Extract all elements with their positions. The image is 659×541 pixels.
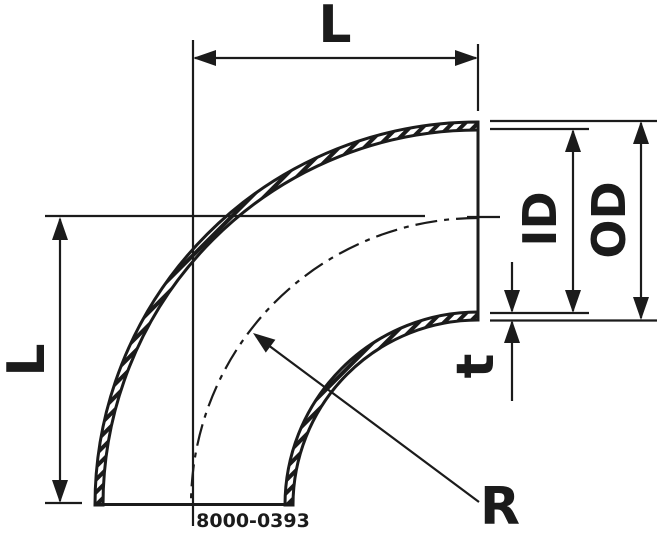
arrowhead-L-left-top	[52, 217, 68, 240]
arrowhead-ID-bottom	[565, 290, 581, 313]
arrowhead-L-top-right	[455, 50, 478, 66]
drawing-number: 8000-0393	[196, 510, 310, 532]
pipe-body	[93, 120, 480, 507]
dimension-ID	[565, 129, 581, 313]
dimension-L-horizontal	[193, 50, 478, 66]
arrowhead-t-lower	[504, 320, 520, 343]
arrowhead-L-left-bottom	[52, 480, 68, 503]
dimension-t	[504, 262, 520, 401]
dimension-L-vertical	[52, 217, 68, 503]
extension-lines	[45, 40, 657, 526]
radius-leader	[253, 333, 480, 503]
leader-line-R	[255, 335, 480, 503]
arrowhead-OD-bottom	[633, 297, 649, 320]
inner-wall-section	[283, 310, 480, 507]
arrowhead-OD-top	[633, 121, 649, 144]
arrowhead-ID-top	[565, 129, 581, 152]
dimension-OD	[633, 121, 649, 320]
arrowhead-t-upper	[504, 290, 520, 313]
bend-centerline-arc	[189, 216, 479, 506]
arrowhead-R	[253, 333, 276, 353]
label-ID: ID	[513, 191, 567, 246]
label-L-horizontal: L	[318, 0, 351, 55]
label-OD: OD	[582, 181, 636, 258]
outer-wall-section	[93, 120, 480, 507]
label-t: t	[446, 354, 506, 379]
label-L-vertical: L	[0, 343, 57, 376]
arrowhead-L-top-left	[193, 50, 216, 66]
label-R: R	[480, 477, 520, 537]
